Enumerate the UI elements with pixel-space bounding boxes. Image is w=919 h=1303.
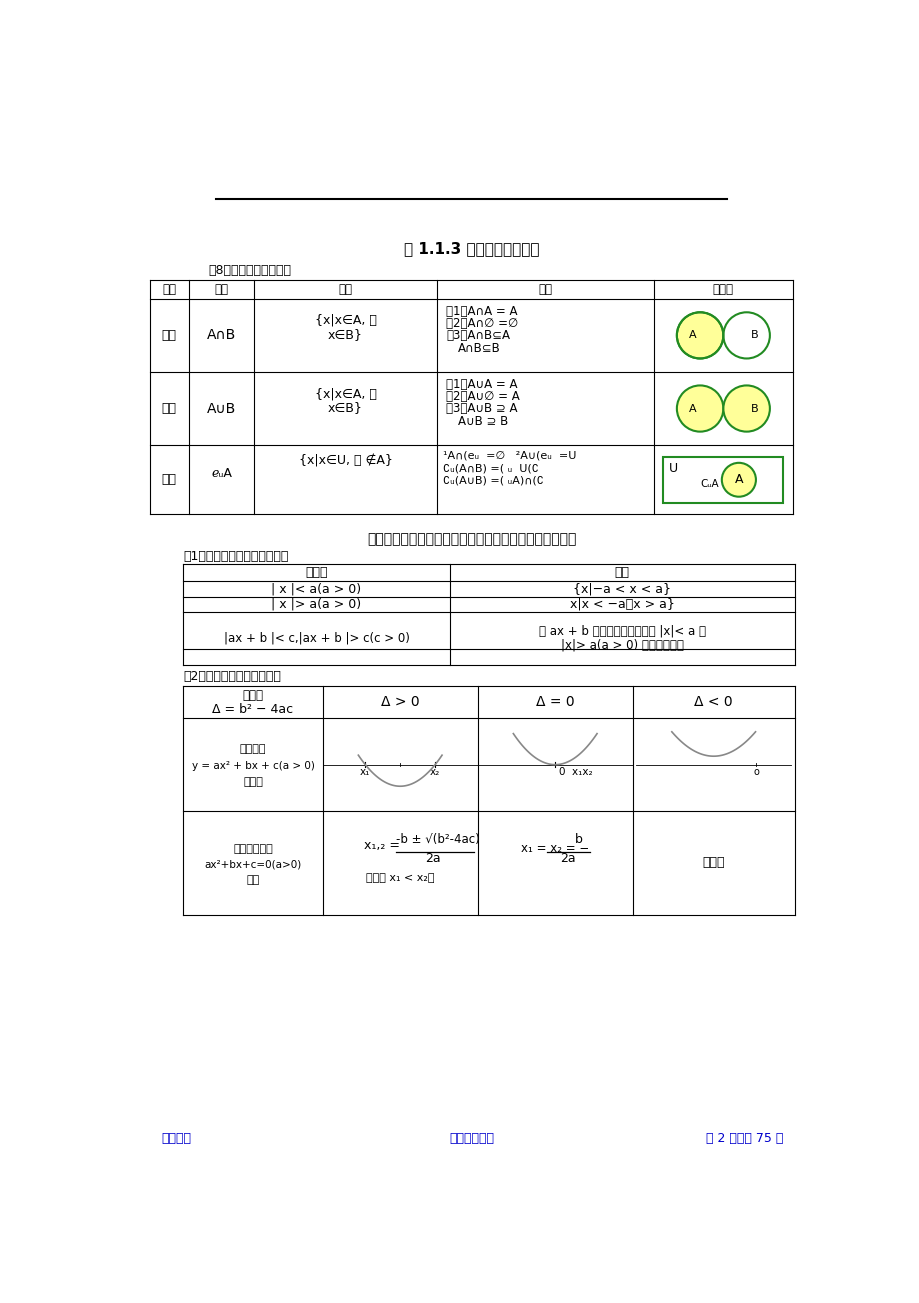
Text: 名称: 名称 xyxy=(162,283,176,296)
Text: Δ > 0: Δ > 0 xyxy=(380,696,419,709)
Circle shape xyxy=(676,386,722,431)
Text: 0  x₁x₂: 0 x₁x₂ xyxy=(559,767,592,778)
Text: 意义: 意义 xyxy=(338,283,352,296)
Text: 【补充知识】含绝对値的不等式与一元二次不等式的解法: 【补充知识】含绝对値的不等式与一元二次不等式的解法 xyxy=(367,532,575,546)
Text: x|x < −a或x > a}: x|x < −a或x > a} xyxy=(569,598,674,611)
Text: （1）A∩A = A: （1）A∩A = A xyxy=(446,305,516,318)
Text: 示意图: 示意图 xyxy=(712,283,733,296)
Circle shape xyxy=(722,386,769,431)
Text: 解集: 解集 xyxy=(614,567,629,580)
Text: U: U xyxy=(668,461,677,474)
Text: Δ = 0: Δ = 0 xyxy=(535,696,573,709)
Text: （1）含绝对値的不等式的解法: （1）含绝对値的不等式的解法 xyxy=(183,550,289,563)
Text: |ax + b |< c,|ax + b |> c(c > 0): |ax + b |< c,|ax + b |> c(c > 0) xyxy=(223,632,409,645)
Text: B: B xyxy=(750,331,757,340)
Bar xyxy=(663,456,782,503)
Text: | x |> a(a > 0): | x |> a(a > 0) xyxy=(271,598,361,611)
Text: x₂: x₂ xyxy=(429,767,439,778)
Text: 的根: 的根 xyxy=(246,874,259,885)
Text: ∁ᵤ(A∩B) =( ᵤ  U(∁: ∁ᵤ(A∩B) =( ᵤ U(∁ xyxy=(442,463,539,473)
Text: 的图象: 的图象 xyxy=(243,777,263,787)
Text: ∁ᵤ(A∪B) =( ᵤA)∩(∁: ∁ᵤ(A∪B) =( ᵤA)∩(∁ xyxy=(442,476,543,486)
Text: 第 2 页，共 75 页: 第 2 页，共 75 页 xyxy=(705,1132,782,1145)
Text: x₁: x₁ xyxy=(359,767,370,778)
Text: A: A xyxy=(687,404,696,413)
Text: ℯᵤA: ℯᵤA xyxy=(210,466,232,480)
Text: {x|x∈U, 且 ∉A}: {x|x∈U, 且 ∉A} xyxy=(299,453,392,466)
Circle shape xyxy=(721,463,755,496)
Text: 记号: 记号 xyxy=(214,283,228,296)
Text: （2）A∪∅ = A: （2）A∪∅ = A xyxy=(446,390,519,403)
Text: ¹A∩(eᵤ  =∅   ²A∪(eᵤ  =U: ¹A∩(eᵤ =∅ ²A∪(eᵤ =U xyxy=(442,451,575,461)
Text: o: o xyxy=(753,767,758,778)
Text: {x|x∈A, 或: {x|x∈A, 或 xyxy=(314,387,376,400)
Circle shape xyxy=(722,313,769,358)
Text: （3）A∩B⊆A: （3）A∩B⊆A xyxy=(446,330,509,343)
Text: x₁,₂ =: x₁,₂ = xyxy=(364,839,400,852)
Text: 补集: 补集 xyxy=(162,473,176,486)
Text: CᵤA: CᵤA xyxy=(699,478,718,489)
Text: A∩B: A∩B xyxy=(207,328,236,343)
Text: ax²+bx+c=0(a>0): ax²+bx+c=0(a>0) xyxy=(204,860,301,869)
Text: x∈B}: x∈B} xyxy=(328,328,363,340)
Text: 2a: 2a xyxy=(425,852,440,865)
Text: 并集: 并集 xyxy=(162,403,176,416)
Text: B: B xyxy=(750,404,757,413)
Text: A∪B ⊇ B: A∪B ⊇ B xyxy=(458,414,508,427)
Text: 把 ax + b 看成一个整体，化成 |x|< a ，: 把 ax + b 看成一个整体，化成 |x|< a ， xyxy=(539,625,705,638)
Text: 一元二次方程: 一元二次方程 xyxy=(233,844,273,853)
Text: y = ax² + bx + c(a > 0): y = ax² + bx + c(a > 0) xyxy=(191,761,314,771)
Text: A: A xyxy=(734,473,743,486)
Text: 精品学习资料: 精品学习资料 xyxy=(448,1132,494,1145)
Text: （2）A∩∅ =∅: （2）A∩∅ =∅ xyxy=(446,317,517,330)
Text: {x|x∈A, 且: {x|x∈A, 且 xyxy=(314,314,376,327)
Text: 精品资料: 精品资料 xyxy=(162,1132,191,1145)
Text: b: b xyxy=(573,833,582,846)
Text: x∈B}: x∈B} xyxy=(328,401,363,414)
Text: 2a: 2a xyxy=(560,852,575,865)
Text: x₁ = x₂ = −: x₁ = x₂ = − xyxy=(520,843,589,856)
Text: | x |< a(a > 0): | x |< a(a > 0) xyxy=(271,582,361,595)
Text: （其中 x₁ < x₂）: （其中 x₁ < x₂） xyxy=(366,873,434,883)
Text: Δ < 0: Δ < 0 xyxy=(694,696,732,709)
Text: A: A xyxy=(687,331,696,340)
Text: 【 1.1.3 】集合的基本运算: 【 1.1.3 】集合的基本运算 xyxy=(403,241,539,257)
Text: Δ = b² − 4ac: Δ = b² − 4ac xyxy=(212,702,293,715)
Text: 二次函数: 二次函数 xyxy=(240,744,266,754)
Text: （8）交集、并集、补集: （8）交集、并集、补集 xyxy=(208,263,290,276)
Text: 判别式: 判别式 xyxy=(243,689,263,702)
Text: 无实根: 无实根 xyxy=(702,856,724,869)
Circle shape xyxy=(676,313,722,358)
Text: （2）一元二次不等式的解法: （2）一元二次不等式的解法 xyxy=(183,670,281,683)
Text: （3）A∪B ⊇ A: （3）A∪B ⊇ A xyxy=(446,403,516,416)
Text: （1）A∪A = A: （1）A∪A = A xyxy=(446,378,516,391)
Text: 不等式: 不等式 xyxy=(305,567,327,580)
Text: -b ± √(b²-4ac): -b ± √(b²-4ac) xyxy=(396,833,480,846)
Text: |x|> a(a > 0) 型不等式来求: |x|> a(a > 0) 型不等式来求 xyxy=(561,638,683,652)
Text: {x|−a < x < a}: {x|−a < x < a} xyxy=(573,582,671,595)
Text: A∪B: A∪B xyxy=(207,401,236,416)
Text: A∩B⊆B: A∩B⊆B xyxy=(458,341,501,354)
Text: 交集: 交集 xyxy=(162,328,176,341)
Text: 性质: 性质 xyxy=(538,283,551,296)
